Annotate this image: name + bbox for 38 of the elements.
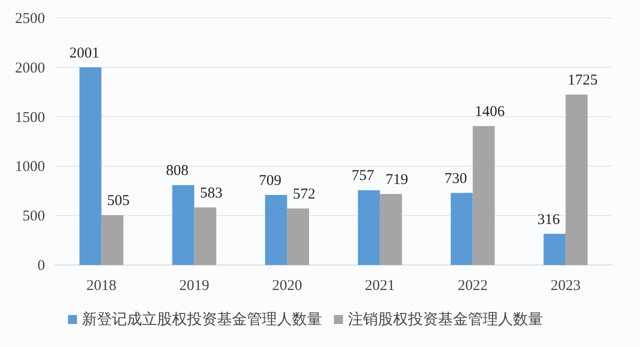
data-label: 709 <box>258 172 282 189</box>
y-tick-label: 1000 <box>15 159 45 176</box>
y-tick-label: 2500 <box>15 11 45 27</box>
y-tick-label: 2000 <box>15 60 45 76</box>
bar <box>172 185 194 265</box>
bar <box>265 194 288 265</box>
x-tick-label: 2019 <box>179 278 210 294</box>
bar <box>101 215 124 265</box>
data-label: 1406 <box>474 104 506 120</box>
x-tick-label: 2018 <box>86 278 116 294</box>
bar <box>358 190 380 265</box>
data-label: 583 <box>200 185 222 202</box>
data-label: 719 <box>386 172 408 188</box>
bar <box>566 94 588 265</box>
bar <box>472 126 495 265</box>
y-tick-label: 0 <box>38 258 45 274</box>
data-label: 808 <box>166 163 188 180</box>
bar <box>194 207 216 265</box>
y-tick-label: 500 <box>22 208 45 225</box>
data-label: 572 <box>292 186 316 202</box>
bar <box>450 192 473 265</box>
bar <box>287 208 310 265</box>
x-tick-label: 2020 <box>272 278 302 294</box>
bar <box>380 194 402 265</box>
legend-label: 注销股权投资基金管理人数量 <box>348 310 543 328</box>
bar <box>544 234 566 265</box>
y-tick-label: 1500 <box>15 110 45 126</box>
legend-label: 新登记成立股权投资基金管理人数量 <box>82 310 322 328</box>
x-tick-label: 2021 <box>364 278 395 294</box>
bar <box>79 67 102 265</box>
data-label: 316 <box>537 212 560 228</box>
data-label: 2001 <box>69 45 100 62</box>
data-label: 1725 <box>568 72 598 89</box>
data-label: 757 <box>352 168 375 184</box>
data-label: 505 <box>107 193 130 210</box>
x-tick-label: 2023 <box>550 278 581 294</box>
x-tick-label: 2022 <box>458 278 488 294</box>
data-label: 730 <box>444 170 467 187</box>
